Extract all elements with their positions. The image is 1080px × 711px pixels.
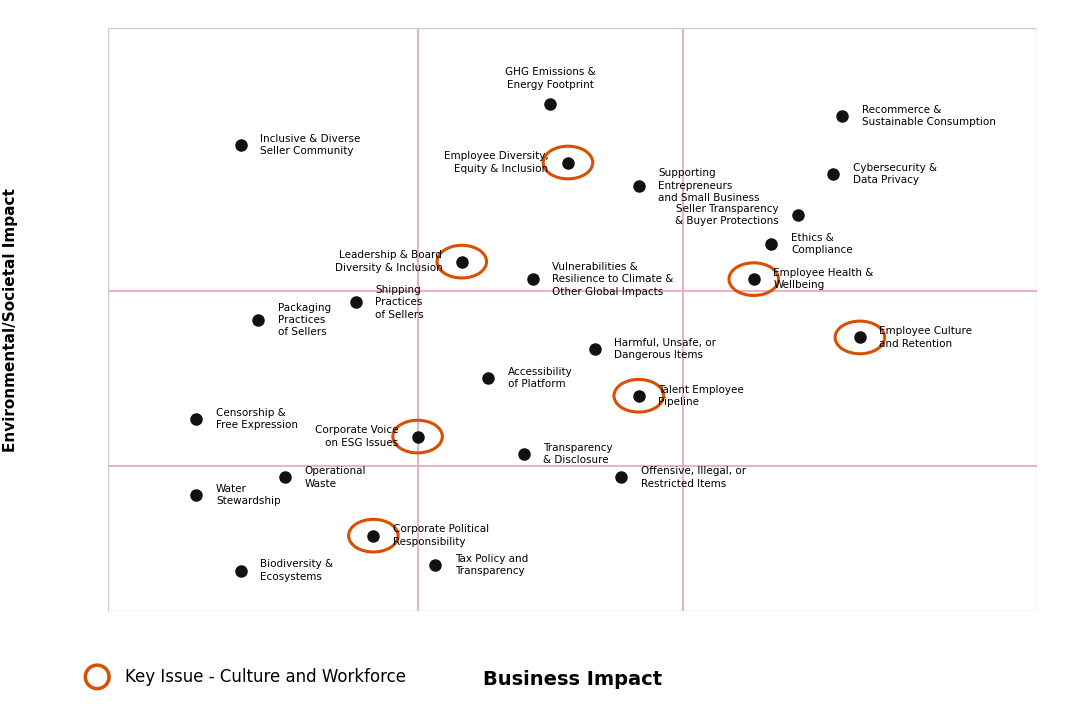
Text: Biodiversity &
Ecosystems: Biodiversity & Ecosystems	[260, 560, 334, 582]
Text: Corporate Voice
on ESG Issues: Corporate Voice on ESG Issues	[314, 425, 399, 448]
Text: Cybersecurity &
Data Privacy: Cybersecurity & Data Privacy	[853, 163, 937, 186]
Text: GHG Emissions &
Energy Footprint: GHG Emissions & Energy Footprint	[505, 68, 596, 90]
Text: Inclusive & Diverse
Seller Community: Inclusive & Diverse Seller Community	[260, 134, 361, 156]
Text: Business Impact: Business Impact	[483, 670, 662, 689]
Text: Seller Transparency
& Buyer Protections: Seller Transparency & Buyer Protections	[675, 204, 779, 226]
Text: Leadership & Board
Diversity & Inclusion: Leadership & Board Diversity & Inclusion	[335, 250, 443, 273]
Text: Packaging
Practices
of Sellers: Packaging Practices of Sellers	[278, 303, 330, 337]
Text: Vulnerabilities &
Resilience to Climate &
Other Global Impacts: Vulnerabilities & Resilience to Climate …	[552, 262, 674, 296]
Text: Employee Health &
Wellbeing: Employee Health & Wellbeing	[773, 268, 874, 290]
Text: Recommerce &
Sustainable Consumption: Recommerce & Sustainable Consumption	[862, 105, 996, 127]
Text: Supporting
Entrepreneurs
and Small Business: Supporting Entrepreneurs and Small Busin…	[658, 169, 759, 203]
Text: Talent Employee
Pipeline: Talent Employee Pipeline	[658, 385, 744, 407]
Text: Water
Stewardship: Water Stewardship	[216, 483, 281, 506]
Text: Employee Diversity,
Equity & Inclusion: Employee Diversity, Equity & Inclusion	[444, 151, 549, 173]
Text: Key Issue - Culture and Workforce: Key Issue - Culture and Workforce	[125, 668, 406, 686]
Text: Tax Policy and
Transparency: Tax Policy and Transparency	[455, 554, 528, 576]
Text: Accessibility
of Platform: Accessibility of Platform	[508, 367, 572, 390]
Text: Censorship &
Free Expression: Censorship & Free Expression	[216, 408, 298, 430]
Text: Harmful, Unsafe, or
Dangerous Items: Harmful, Unsafe, or Dangerous Items	[613, 338, 716, 360]
Text: Environmental/Societal Impact: Environmental/Societal Impact	[3, 188, 18, 452]
Text: Ethics &
Compliance: Ethics & Compliance	[791, 233, 852, 255]
Text: Offensive, Illegal, or
Restricted Items: Offensive, Illegal, or Restricted Items	[640, 466, 745, 488]
Text: Operational
Waste: Operational Waste	[305, 466, 366, 488]
Text: Employee Culture
and Retention: Employee Culture and Retention	[879, 326, 972, 348]
Text: Corporate Political
Responsibility: Corporate Political Responsibility	[393, 525, 489, 547]
Text: Transparency
& Disclosure: Transparency & Disclosure	[543, 443, 612, 465]
Text: Shipping
Practices
of Sellers: Shipping Practices of Sellers	[375, 285, 423, 320]
